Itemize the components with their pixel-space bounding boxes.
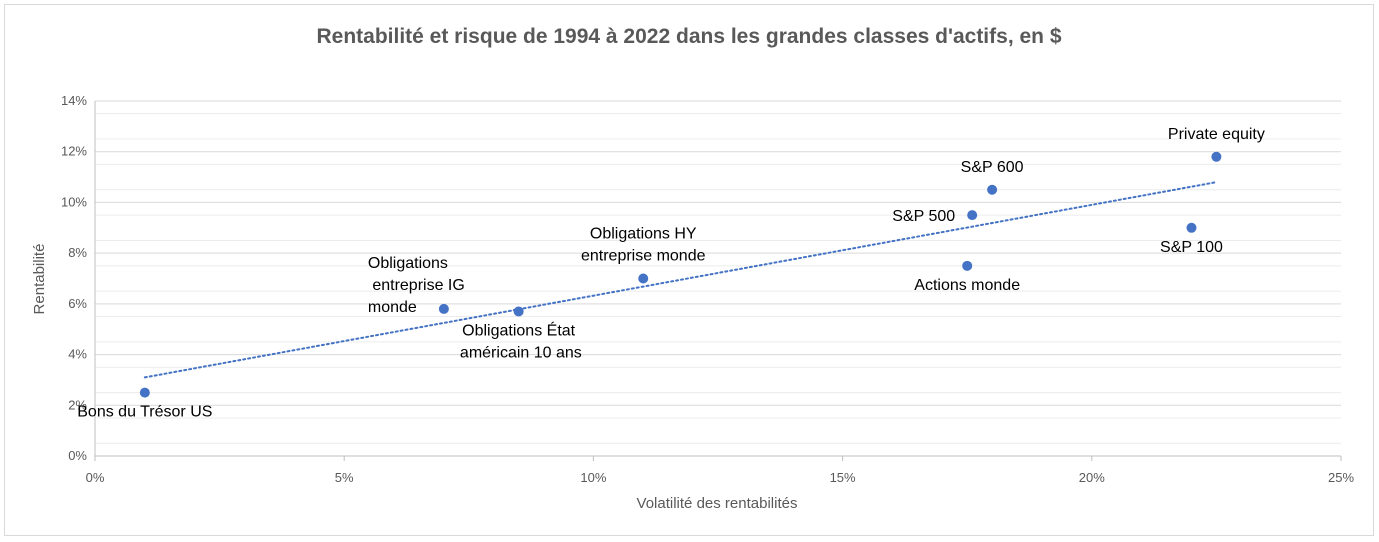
x-tick-label: 0% (86, 470, 105, 485)
data-point (987, 184, 998, 195)
data-label: Actions monde (914, 277, 1020, 294)
y-axis-title: Rentabilité (31, 244, 48, 315)
y-tick-label: 4% (68, 347, 87, 362)
data-label: entreprise monde (581, 248, 706, 265)
y-tick-label: 10% (61, 194, 87, 209)
x-tick-label: 20% (1079, 470, 1105, 485)
data-point (638, 273, 649, 284)
data-label: S&P 500 (892, 208, 955, 225)
data-point (1186, 222, 1197, 233)
data-point (967, 210, 978, 221)
data-label: S&P 100 (1160, 239, 1223, 256)
data-point (139, 387, 150, 398)
y-tick-label: 8% (68, 245, 87, 260)
grid (95, 100, 1341, 457)
data-label: américain 10 ans (455, 344, 581, 361)
data-label: S&P 600 (961, 159, 1024, 176)
data-point (962, 260, 973, 271)
x-tick-label: 25% (1328, 470, 1354, 485)
x-tick-label: 5% (335, 470, 354, 485)
data-label: entreprise IG (368, 277, 465, 294)
data-label: Private equity (1168, 126, 1265, 143)
data-labels: Bons du Trésor US Obligations entreprise … (77, 126, 1265, 421)
data-label: Obligations État (462, 320, 576, 339)
data-label: Obligations HY (590, 226, 697, 243)
chart-title: Rentabilité et risque de 1994 à 2022 dan… (316, 25, 1061, 48)
x-tick-label: 10% (580, 470, 606, 485)
data-point (513, 306, 524, 317)
trendline (143, 181, 1218, 379)
data-point (1211, 151, 1222, 162)
y-tick-label: 2% (68, 397, 87, 412)
trendline-group (143, 181, 1218, 379)
y-tick-label: 6% (68, 296, 87, 311)
data-label: Bons du Trésor US (77, 404, 212, 421)
data-label: monde (368, 299, 417, 316)
data-point (438, 303, 449, 314)
y-tick-label: 0% (68, 448, 87, 463)
x-tick-label: 15% (830, 470, 856, 485)
chart-frame (4, 4, 1374, 536)
data-points (139, 151, 1222, 398)
y-tick-label: 12% (61, 144, 87, 159)
data-label: Obligations (368, 255, 448, 272)
y-tick-label: 14% (61, 93, 87, 108)
x-axis-title: Volatilité des rentabilités (637, 495, 798, 512)
axes: 0% 2% 4% 6% 8% 10% 12% 14% 0% 5% 10% 15% 20% 25% (61, 93, 1354, 485)
